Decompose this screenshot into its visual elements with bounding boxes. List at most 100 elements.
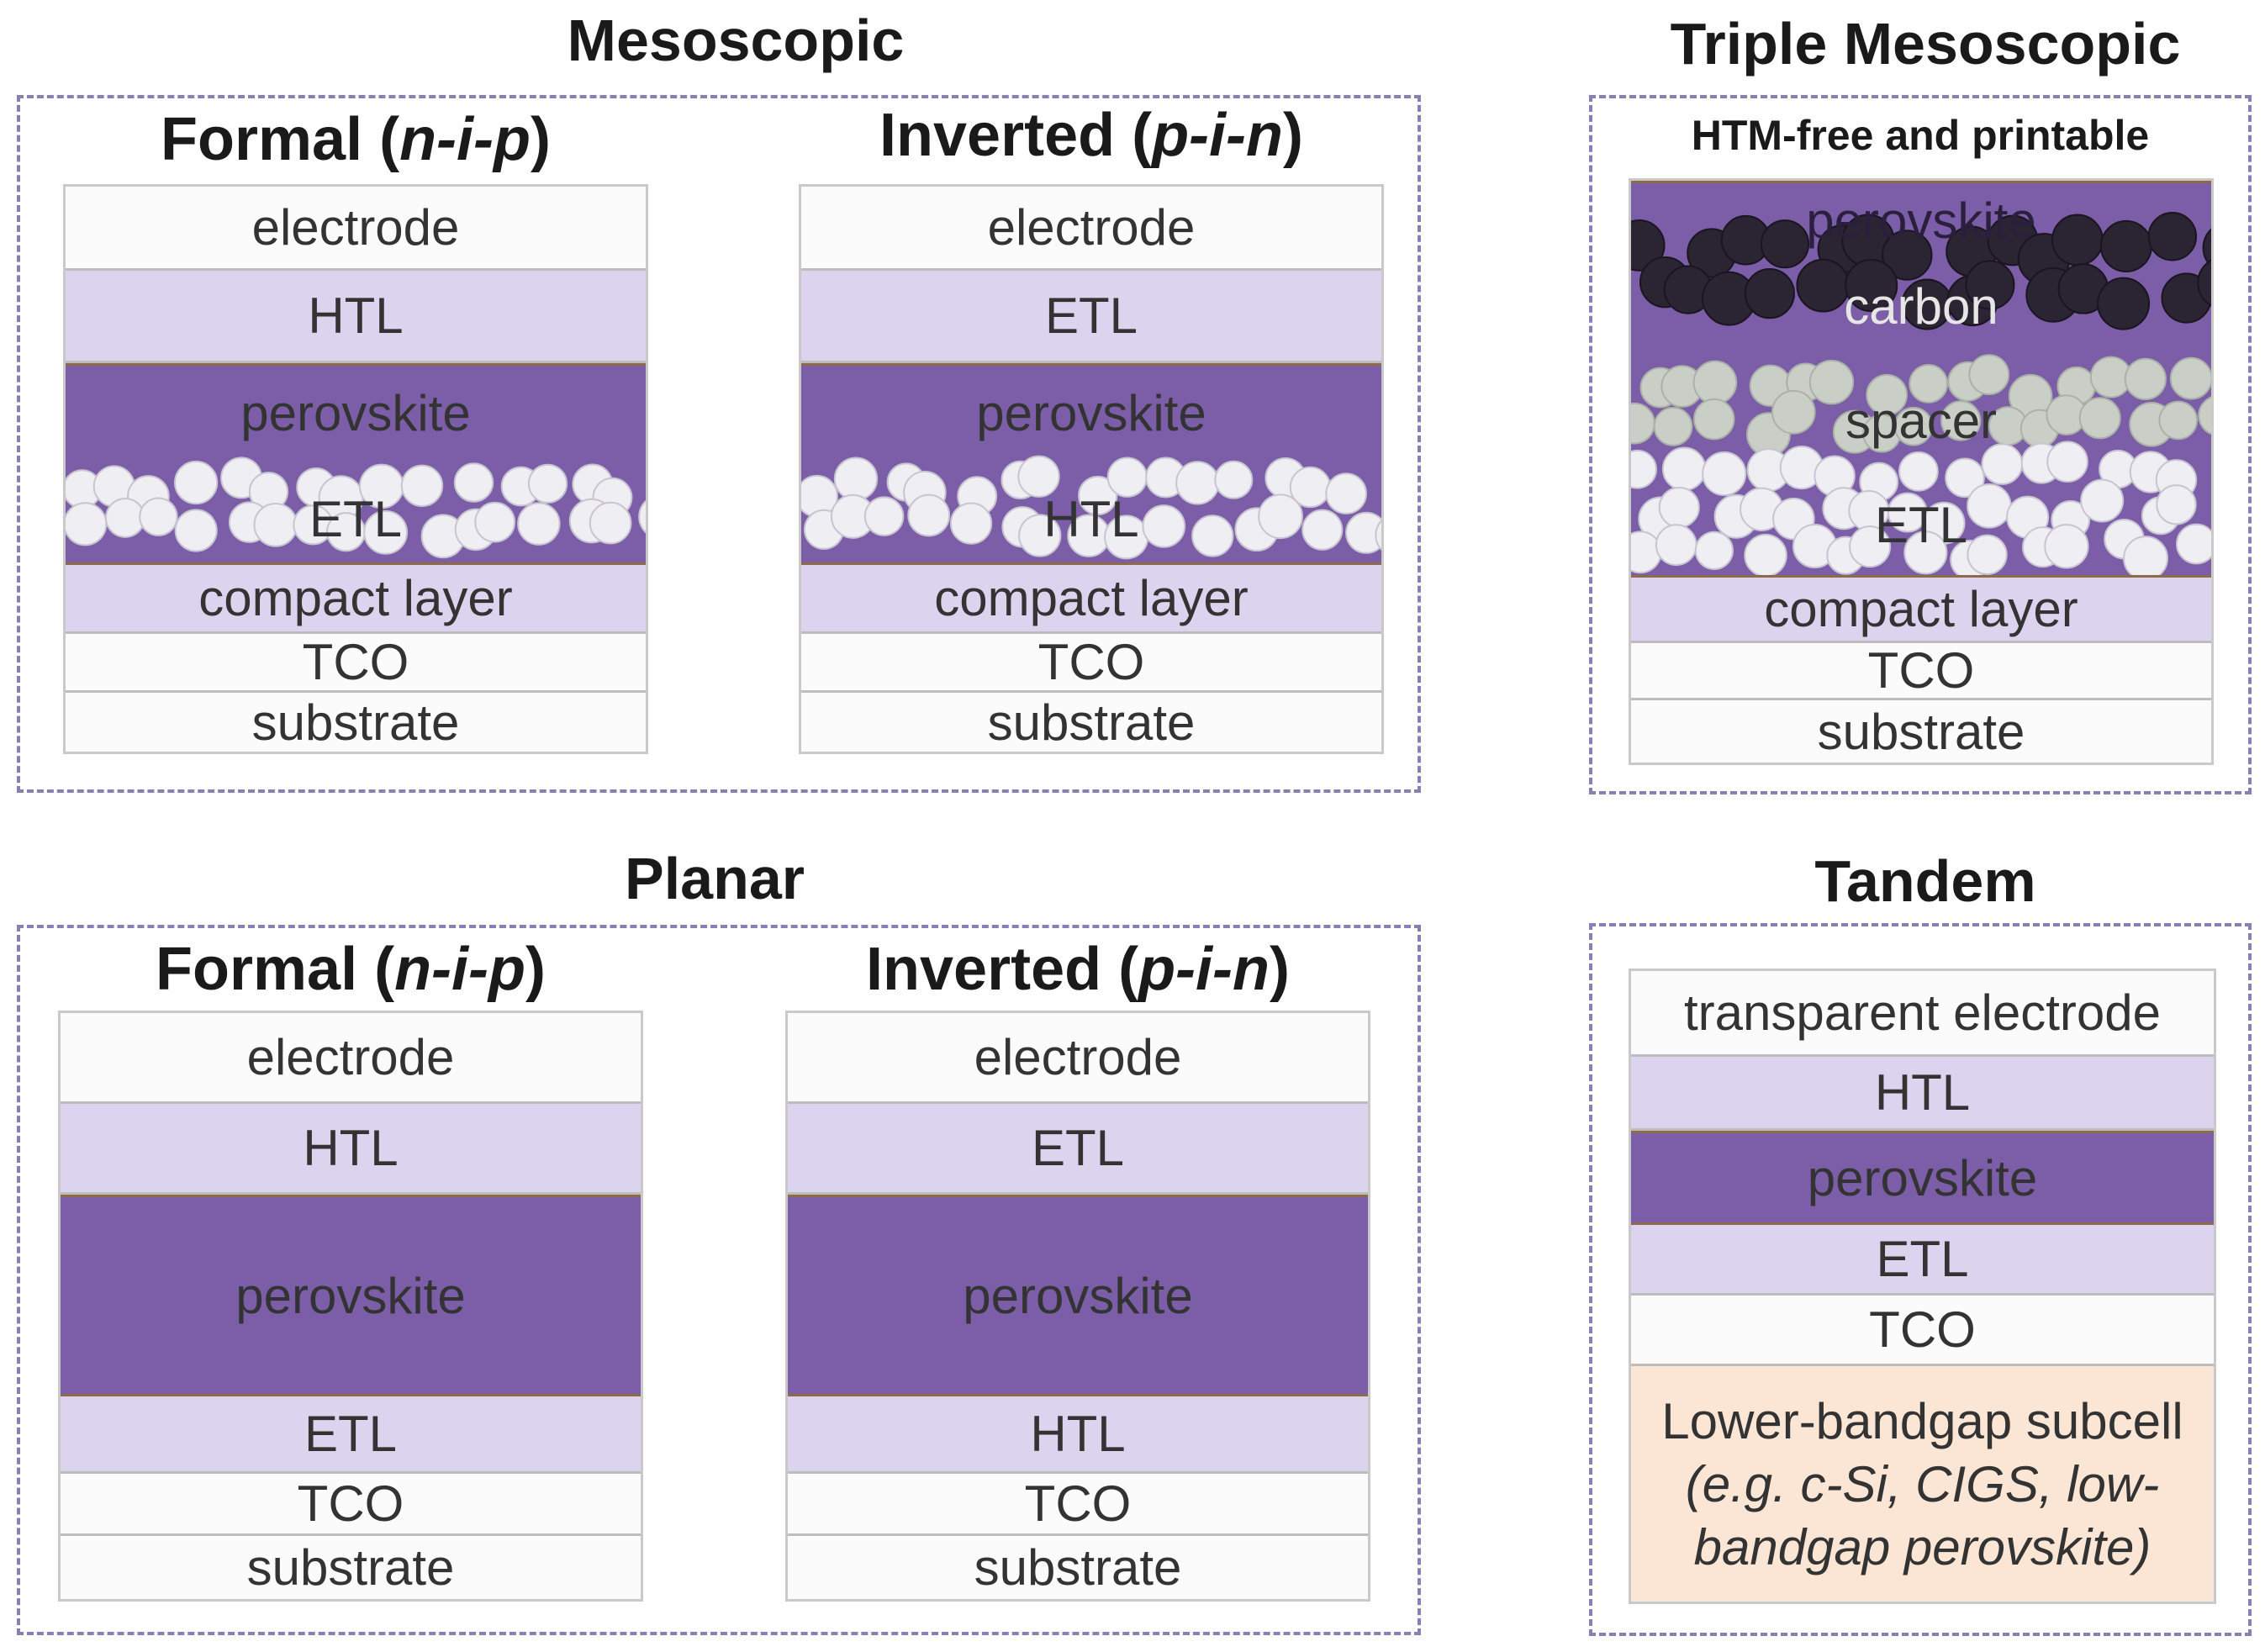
particle <box>1967 483 2012 529</box>
particle <box>1345 511 1381 554</box>
meso-inverted-title-italic: p-i-n <box>1152 102 1283 169</box>
meso-formal-title-close: ) <box>530 106 551 173</box>
layer-label: compact layer <box>1764 581 2078 637</box>
particle <box>1702 451 1747 497</box>
particle <box>139 497 178 536</box>
planar-formal-title-main: Formal ( <box>156 936 395 1003</box>
layer-label: substrate <box>1817 703 2025 760</box>
layer-electrode: electrode <box>801 187 1381 271</box>
layer-perovskite: perovskite <box>788 1195 1368 1396</box>
layer-label: perovskite <box>240 385 471 441</box>
meso-formal-title: Formal (n-i-p) <box>66 105 646 174</box>
layer-label: HTL <box>308 288 404 344</box>
particle <box>638 499 646 534</box>
layer-label: ETL <box>1044 288 1138 344</box>
layer-label: perovskite <box>976 385 1206 441</box>
layer-label: TCO <box>1867 643 1975 699</box>
layer-label: compact layer <box>934 570 1249 626</box>
layer-compact: compact layer <box>801 565 1381 634</box>
particle <box>1658 486 1700 529</box>
meso-inverted-stack: electrode ETL perovskite HTL compact lay… <box>801 187 1381 752</box>
particle <box>253 502 298 547</box>
layer-htl: HTL <box>1631 1057 2214 1131</box>
meso-formal-title-italic: n-i-p <box>399 106 531 173</box>
layer-label: TCO <box>297 1475 404 1532</box>
particle <box>2080 478 2125 523</box>
layer-label: electrode <box>251 199 460 256</box>
particle <box>1909 364 1949 404</box>
layer-perovskite: perovskite <box>1631 1131 2214 1225</box>
meso-formal-stack: electrode HTL perovskite ETL compact lay… <box>66 187 646 752</box>
layer-compact: compact layer <box>1631 578 2211 643</box>
layer-label: TCO <box>302 634 409 690</box>
layer-label: substrate <box>974 1539 1182 1596</box>
particle <box>1375 520 1381 551</box>
layer-label: ETL <box>309 491 403 547</box>
layer-label: carbon <box>1844 278 1998 335</box>
layer-tco: TCO <box>801 634 1381 693</box>
particle <box>1940 400 1982 441</box>
layer-label: substrate <box>251 694 460 751</box>
particle <box>1258 493 1303 540</box>
layer-label: spacer <box>1845 393 1998 449</box>
layer-perovskite-mesoporous: perovskite ETL <box>66 363 646 565</box>
layer-tco: TCO <box>61 1474 641 1536</box>
layer-label: electrode <box>974 1029 1182 1085</box>
particle <box>1694 530 1734 570</box>
particle <box>589 501 632 545</box>
particle <box>1018 514 1062 557</box>
particle <box>1808 359 1855 405</box>
tandem-title: Tandem <box>1814 848 2036 914</box>
particle <box>1191 515 1234 557</box>
particle <box>1631 402 1655 445</box>
layer-label: ETL <box>1876 1231 1969 1287</box>
particle <box>2197 259 2211 307</box>
meso-inverted-title-main: Inverted ( <box>879 102 1153 169</box>
particle <box>1744 533 1787 575</box>
particle <box>1078 475 1118 516</box>
layer-etl: ETL <box>61 1396 641 1474</box>
layer-label: TCO <box>1024 1475 1132 1532</box>
particle <box>400 464 444 507</box>
layer-triple-mesoporous: perovskite carbon spacer ETL <box>1631 181 2211 578</box>
particle <box>949 502 993 545</box>
layer-label: substrate <box>987 694 1196 751</box>
particle <box>2078 397 2121 440</box>
triple-frame <box>1589 95 2252 794</box>
particle <box>863 496 905 536</box>
particle <box>1631 449 1657 489</box>
layer-etl: ETL <box>801 271 1381 363</box>
layer-tco: TCO <box>66 634 646 693</box>
layer-electrode: electrode <box>61 1013 641 1104</box>
layer-htl: HTL <box>66 271 646 363</box>
layer-tco: TCO <box>1631 1296 2214 1366</box>
particle <box>1945 457 1985 499</box>
triple-mesoscopic-title: Triple Mesoscopic <box>1670 11 2181 77</box>
layer-label: perovskite <box>963 1267 1193 1324</box>
layer-label: electrode <box>987 199 1196 256</box>
particle <box>1965 260 2015 310</box>
particle <box>2169 356 2211 400</box>
layer-tco: TCO <box>788 1474 1368 1536</box>
particle <box>1655 524 1697 567</box>
triple-particles <box>1631 212 2211 575</box>
particle <box>2124 357 2167 400</box>
particle <box>1968 354 2010 396</box>
particle <box>174 460 219 505</box>
particle <box>1967 534 2008 575</box>
layer-substrate: substrate <box>788 1536 1368 1599</box>
particle <box>1653 406 1693 446</box>
particle <box>1981 443 2024 485</box>
particle <box>1744 268 1795 319</box>
particle <box>1325 472 1367 515</box>
particle <box>453 462 494 503</box>
particle <box>1760 219 1810 269</box>
layer-label: TCO <box>1869 1301 1976 1358</box>
particle <box>66 502 108 546</box>
mesoscopic-title: Mesoscopic <box>567 8 905 73</box>
layer-label: perovskite <box>1807 1149 2038 1206</box>
particle <box>833 457 879 501</box>
layer-label: perovskite <box>1806 193 2036 249</box>
particle <box>1796 258 1851 313</box>
particle <box>1771 389 1816 435</box>
